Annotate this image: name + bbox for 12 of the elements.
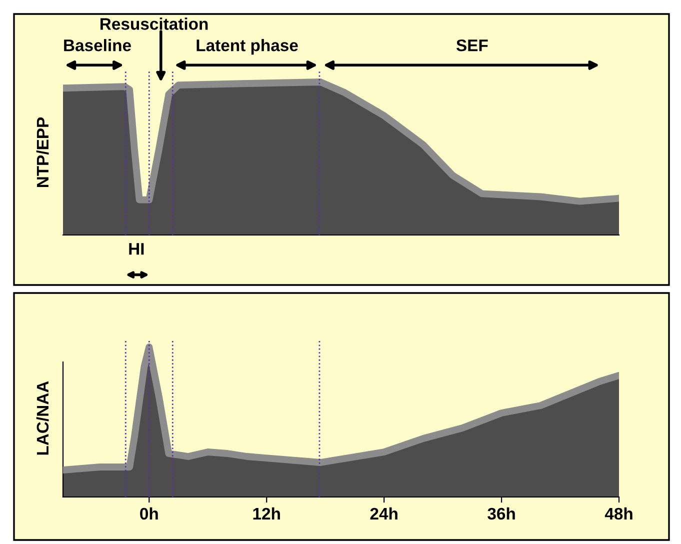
x-tick-label: 48h — [604, 507, 632, 520]
text: Resuscitation — [100, 18, 208, 30]
text: SEF — [456, 39, 488, 52]
text: Latent phase — [196, 39, 298, 55]
y-axis-title: NTP/EPP — [36, 117, 49, 188]
text: HI — [129, 243, 144, 255]
x-tick-label: 0h — [140, 507, 158, 520]
y-axis-title: LAC/NAA — [36, 381, 49, 455]
x-tick-label: 36h — [488, 507, 515, 520]
x-tick-label: 12h — [253, 507, 280, 520]
text: Baseline — [64, 39, 131, 52]
x-tick-label: 24h — [370, 507, 398, 520]
